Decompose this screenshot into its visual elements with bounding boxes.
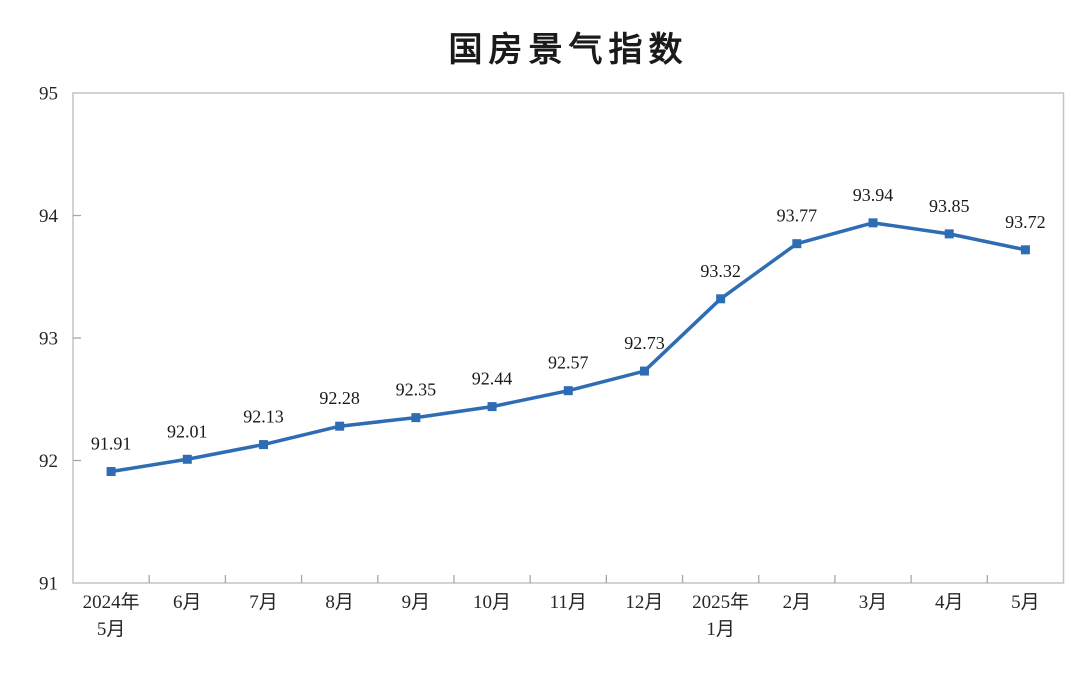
data-point-label: 93.77 (777, 206, 818, 226)
x-tick-label: 3月 (859, 592, 888, 613)
data-point-marker (1020, 245, 1030, 255)
data-point-marker (106, 467, 116, 477)
data-point-marker (182, 454, 192, 464)
x-tick-label: 2025年 1月 (692, 591, 749, 640)
plot-area (72, 92, 1065, 584)
y-tick-label: 91 (39, 574, 58, 595)
data-point-label: 92.73 (624, 333, 665, 353)
x-tick-label: 10月 (473, 592, 511, 613)
x-tick-label: 2月 (783, 592, 812, 613)
data-point-label: 92.35 (396, 380, 437, 400)
data-point-label: 93.72 (1005, 212, 1046, 232)
data-point-label: 92.44 (472, 369, 513, 389)
y-tick-label: 95 (39, 84, 58, 105)
data-point-marker (335, 421, 345, 431)
y-tick-label: 93 (39, 329, 58, 350)
data-point-marker (792, 239, 802, 249)
data-point-label: 93.94 (853, 185, 894, 205)
data-point-marker (868, 218, 878, 228)
data-point-label: 93.85 (929, 196, 970, 216)
x-tick-label: 11月 (550, 592, 587, 613)
chart-title: 国房景气指数 (448, 31, 689, 69)
data-point-marker (716, 294, 726, 304)
data-point-label: 93.32 (700, 261, 741, 281)
y-tick-label: 94 (39, 206, 59, 227)
x-tick-label: 8月 (325, 592, 354, 613)
data-point-marker (487, 402, 497, 412)
data-point-label: 92.28 (319, 388, 360, 408)
data-point-marker (563, 386, 573, 396)
x-tick-label: 5月 (1011, 592, 1040, 613)
data-point-marker (639, 366, 649, 376)
x-tick-label: 4月 (935, 592, 964, 613)
data-series-line (109, 221, 1028, 474)
data-point-label: 91.91 (91, 434, 132, 454)
data-point-label: 92.57 (548, 353, 589, 373)
data-point-label: 92.13 (243, 407, 284, 427)
data-point-marker (411, 413, 421, 423)
x-tick-label: 7月 (249, 592, 278, 613)
y-tick-label: 92 (39, 451, 58, 472)
data-point-marker (258, 440, 268, 450)
x-tick-label: 2024年 5月 (83, 591, 140, 640)
data-point-marker (944, 229, 954, 239)
x-tick-label: 6月 (173, 592, 202, 613)
x-tick-label: 9月 (402, 592, 431, 613)
data-point-label: 92.01 (167, 421, 208, 441)
x-tick-label: 12月 (625, 592, 663, 613)
